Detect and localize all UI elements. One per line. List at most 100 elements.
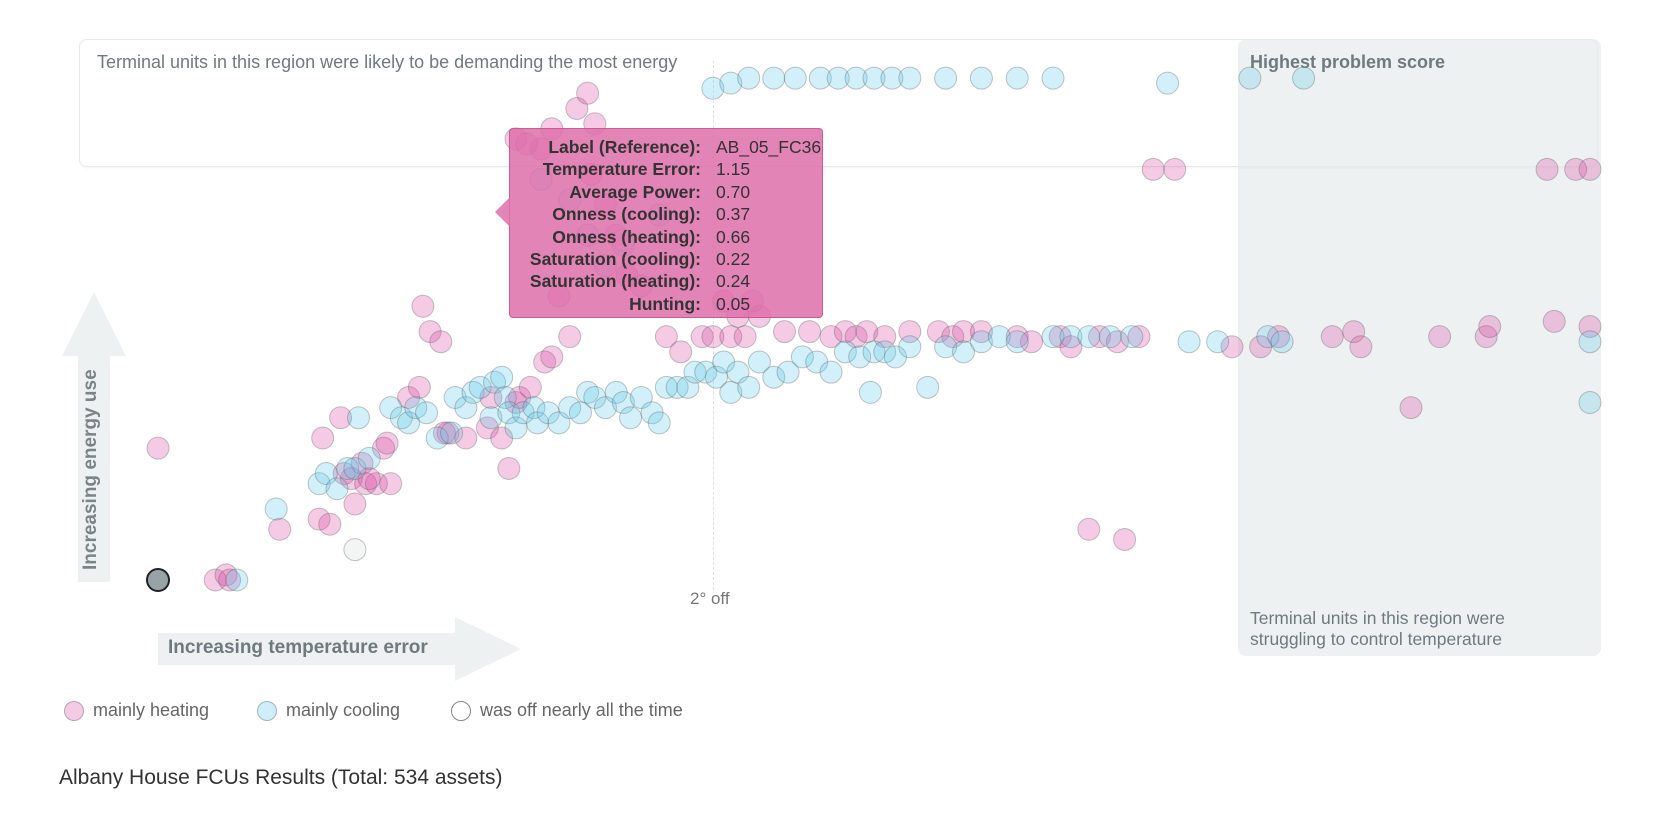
data-point-heating[interactable]: [508, 385, 532, 409]
data-point-cooling[interactable]: [747, 350, 771, 374]
data-point-heating[interactable]: [1399, 396, 1423, 420]
data-point-heating[interactable]: [354, 472, 378, 496]
data-point-cooling[interactable]: [916, 375, 940, 399]
data-point-cooling[interactable]: [425, 426, 449, 450]
data-point-heating[interactable]: [898, 320, 922, 344]
data-point-cooling[interactable]: [898, 335, 922, 359]
data-point-cooling[interactable]: [1005, 66, 1029, 90]
data-point-cooling[interactable]: [969, 330, 993, 354]
data-point-cooling[interactable]: [862, 66, 886, 90]
data-point-cooling[interactable]: [404, 396, 428, 420]
data-point-heating[interactable]: [339, 467, 363, 491]
data-point-cooling[interactable]: [1578, 391, 1602, 415]
data-point-cooling[interactable]: [726, 360, 750, 384]
data-point-cooling[interactable]: [511, 401, 535, 425]
data-point-cooling[interactable]: [880, 66, 904, 90]
data-point-heating[interactable]: [411, 294, 435, 318]
data-point-heating[interactable]: [332, 462, 356, 486]
data-point-heating[interactable]: [719, 325, 743, 349]
data-point-cooling[interactable]: [604, 380, 628, 404]
data-point-cooling[interactable]: [762, 365, 786, 389]
legend-item-cooling[interactable]: mainly cooling: [257, 700, 400, 721]
data-point-cooling[interactable]: [969, 66, 993, 90]
data-point-heating[interactable]: [1474, 325, 1498, 349]
data-point-cooling[interactable]: [1578, 330, 1602, 354]
data-point-cooling[interactable]: [654, 375, 678, 399]
data-point-cooling[interactable]: [844, 66, 868, 90]
data-point-heating[interactable]: [669, 340, 693, 364]
data-point-heating[interactable]: [146, 436, 170, 460]
data-point-cooling[interactable]: [479, 406, 503, 430]
data-point-heating[interactable]: [1020, 330, 1044, 354]
data-point-cooling[interactable]: [594, 396, 617, 420]
data-point-cooling[interactable]: [493, 385, 517, 409]
data-point-heating[interactable]: [357, 467, 381, 491]
data-point-heating[interactable]: [203, 568, 227, 592]
data-point-heating[interactable]: [479, 385, 503, 409]
data-point-cooling[interactable]: [611, 391, 635, 415]
data-point-cooling[interactable]: [683, 360, 707, 384]
data-point-heating[interactable]: [952, 320, 975, 344]
data-point-cooling[interactable]: [558, 396, 582, 420]
data-point-cooling[interactable]: [952, 340, 975, 364]
data-point-heating[interactable]: [1113, 527, 1137, 551]
data-point-cooling[interactable]: [1059, 325, 1083, 349]
data-point-heating[interactable]: [1127, 325, 1151, 349]
data-point-cooling[interactable]: [1098, 325, 1122, 349]
data-point-cooling[interactable]: [862, 340, 886, 364]
data-point-cooling[interactable]: [1206, 330, 1230, 354]
data-point-heating[interactable]: [690, 325, 714, 349]
data-point-cooling[interactable]: [307, 472, 331, 496]
data-point-heating[interactable]: [407, 375, 431, 399]
data-point-heating[interactable]: [773, 320, 796, 344]
data-point-cooling[interactable]: [737, 375, 761, 399]
data-point-heating[interactable]: [540, 345, 564, 369]
data-point-heating[interactable]: [218, 568, 242, 592]
data-point-cooling[interactable]: [719, 380, 743, 404]
data-point-cooling[interactable]: [619, 406, 643, 430]
data-point-heating[interactable]: [1088, 325, 1112, 349]
data-point-cooling[interactable]: [1292, 66, 1316, 90]
data-point-cooling[interactable]: [883, 345, 907, 369]
data-point-cooling[interactable]: [314, 462, 338, 486]
data-point-cooling[interactable]: [1041, 66, 1065, 90]
data-point-heating[interactable]: [397, 385, 421, 409]
data-point-heating[interactable]: [436, 421, 460, 445]
data-point-heating[interactable]: [565, 96, 589, 120]
data-point-cooling[interactable]: [826, 66, 850, 90]
data-point-heating[interactable]: [1163, 157, 1187, 181]
data-point-cooling[interactable]: [808, 66, 832, 90]
data-point-cooling[interactable]: [665, 375, 689, 399]
data-point-cooling[interactable]: [1041, 325, 1065, 349]
data-point-cooling[interactable]: [1077, 325, 1101, 349]
selected-data-point[interactable]: [146, 568, 170, 592]
data-point-cooling[interactable]: [576, 380, 600, 404]
data-point-cooling[interactable]: [819, 360, 843, 384]
data-point-heating[interactable]: [504, 391, 528, 415]
data-point-cooling[interactable]: [737, 66, 761, 90]
data-point-heating[interactable]: [490, 426, 514, 450]
data-point-heating[interactable]: [418, 320, 442, 344]
data-point-heating[interactable]: [307, 507, 331, 531]
legend-item-heating[interactable]: mainly heating: [64, 700, 209, 721]
data-point-cooling[interactable]: [346, 406, 370, 430]
data-point-cooling[interactable]: [790, 345, 814, 369]
data-point-heating[interactable]: [343, 492, 367, 516]
data-point-off[interactable]: [343, 538, 367, 562]
data-point-cooling[interactable]: [776, 360, 800, 384]
data-point-cooling[interactable]: [1256, 325, 1280, 349]
data-point-heating[interactable]: [873, 325, 897, 349]
data-point-heating[interactable]: [798, 320, 822, 344]
data-point-cooling[interactable]: [504, 416, 528, 440]
data-point-cooling[interactable]: [483, 370, 507, 394]
data-point-heating[interactable]: [1105, 330, 1129, 354]
data-point-heating[interactable]: [214, 563, 238, 587]
data-point-heating[interactable]: [1349, 335, 1373, 359]
data-point-cooling[interactable]: [934, 335, 958, 359]
data-point-heating[interactable]: [654, 325, 678, 349]
data-point-cooling[interactable]: [497, 401, 521, 425]
data-point-cooling[interactable]: [719, 71, 743, 95]
data-point-heating[interactable]: [1320, 325, 1344, 349]
data-point-heating[interactable]: [268, 517, 292, 541]
data-point-cooling[interactable]: [1270, 330, 1294, 354]
